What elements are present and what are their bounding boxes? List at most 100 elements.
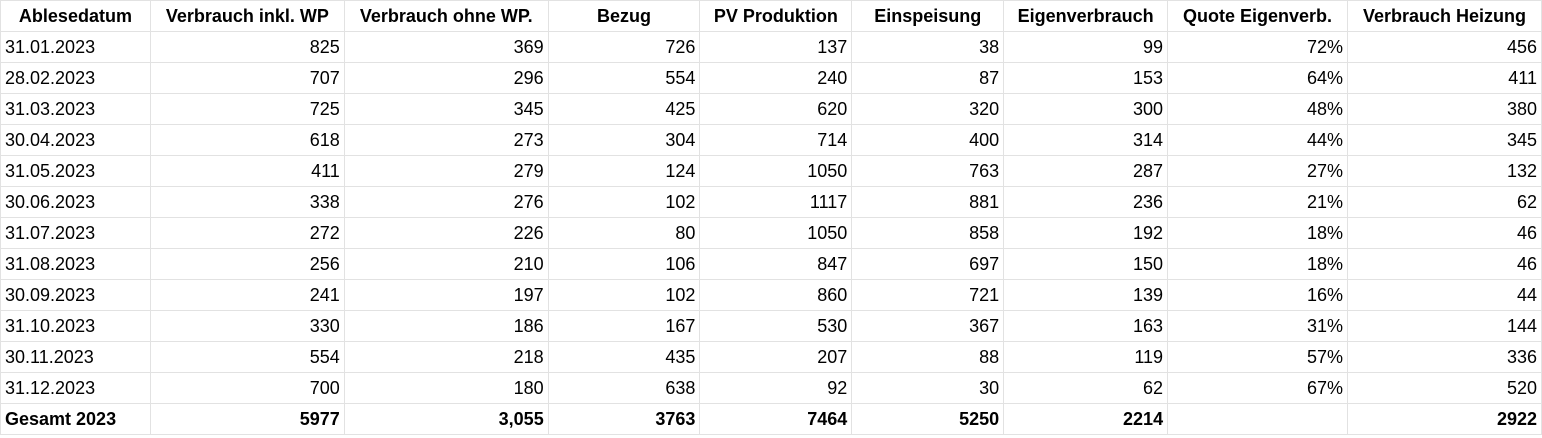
cell[interactable]: 21% [1167, 186, 1348, 218]
cell[interactable]: 87 [851, 62, 1005, 94]
total-cell[interactable]: 5250 [851, 403, 1005, 435]
header-eigenverbrauch[interactable]: Eigenverbrauch [1003, 0, 1169, 32]
total-cell[interactable]: 3,055 [343, 403, 549, 435]
cell-date[interactable]: 31.12.2023 [0, 372, 151, 404]
cell[interactable]: 240 [699, 62, 853, 94]
cell[interactable]: 144 [1346, 310, 1542, 342]
cell[interactable]: 46 [1346, 217, 1542, 249]
cell[interactable]: 304 [547, 124, 701, 156]
cell[interactable]: 425 [547, 93, 701, 125]
cell[interactable]: 314 [1003, 124, 1169, 156]
cell[interactable]: 320 [851, 93, 1005, 125]
cell[interactable]: 763 [851, 155, 1005, 187]
cell[interactable]: 638 [547, 372, 701, 404]
total-label[interactable]: Gesamt 2023 [0, 403, 151, 435]
cell[interactable]: 726 [547, 31, 701, 63]
cell[interactable]: 72% [1167, 31, 1348, 63]
cell[interactable]: 124 [547, 155, 701, 187]
total-cell[interactable] [1167, 403, 1348, 435]
header-pv-produktion[interactable]: PV Produktion [699, 0, 853, 32]
total-cell[interactable]: 3763 [547, 403, 701, 435]
cell[interactable]: 272 [149, 217, 345, 249]
cell[interactable]: 226 [343, 217, 549, 249]
cell[interactable]: 92 [699, 372, 853, 404]
cell[interactable]: 345 [343, 93, 549, 125]
cell[interactable]: 345 [1346, 124, 1542, 156]
cell[interactable]: 186 [343, 310, 549, 342]
cell[interactable]: 860 [699, 279, 853, 311]
total-cell[interactable]: 2922 [1346, 403, 1542, 435]
cell[interactable]: 411 [149, 155, 345, 187]
cell[interactable]: 336 [1346, 341, 1542, 373]
cell[interactable]: 367 [851, 310, 1005, 342]
cell[interactable]: 697 [851, 248, 1005, 280]
cell-date[interactable]: 31.10.2023 [0, 310, 151, 342]
cell[interactable]: 62 [1003, 372, 1169, 404]
cell[interactable]: 44% [1167, 124, 1348, 156]
cell[interactable]: 102 [547, 279, 701, 311]
cell[interactable]: 1050 [699, 217, 853, 249]
cell[interactable]: 192 [1003, 217, 1169, 249]
cell[interactable]: 119 [1003, 341, 1169, 373]
total-cell[interactable]: 7464 [699, 403, 853, 435]
cell[interactable]: 618 [149, 124, 345, 156]
cell[interactable]: 520 [1346, 372, 1542, 404]
header-verbrauch-heizung[interactable]: Verbrauch Heizung [1346, 0, 1542, 32]
cell[interactable]: 16% [1167, 279, 1348, 311]
cell-date[interactable]: 30.09.2023 [0, 279, 151, 311]
cell[interactable]: 881 [851, 186, 1005, 218]
cell[interactable]: 64% [1167, 62, 1348, 94]
cell-date[interactable]: 30.04.2023 [0, 124, 151, 156]
cell-date[interactable]: 31.01.2023 [0, 31, 151, 63]
cell[interactable]: 620 [699, 93, 853, 125]
cell[interactable]: 163 [1003, 310, 1169, 342]
cell[interactable]: 825 [149, 31, 345, 63]
cell[interactable]: 30 [851, 372, 1005, 404]
cell[interactable]: 256 [149, 248, 345, 280]
cell[interactable]: 725 [149, 93, 345, 125]
cell[interactable]: 27% [1167, 155, 1348, 187]
cell[interactable]: 369 [343, 31, 549, 63]
header-verbrauch-ohne-wp[interactable]: Verbrauch ohne WP. [343, 0, 549, 32]
cell[interactable]: 380 [1346, 93, 1542, 125]
cell-date[interactable]: 31.07.2023 [0, 217, 151, 249]
header-ablesedatum[interactable]: Ablesedatum [0, 0, 151, 32]
cell[interactable]: 102 [547, 186, 701, 218]
cell[interactable]: 150 [1003, 248, 1169, 280]
cell[interactable]: 88 [851, 341, 1005, 373]
cell-date[interactable]: 30.11.2023 [0, 341, 151, 373]
header-quote-eigenverb[interactable]: Quote Eigenverb. [1167, 0, 1348, 32]
cell[interactable]: 847 [699, 248, 853, 280]
cell[interactable]: 276 [343, 186, 549, 218]
total-cell[interactable]: 5977 [149, 403, 345, 435]
cell[interactable]: 279 [343, 155, 549, 187]
cell[interactable]: 456 [1346, 31, 1542, 63]
cell[interactable]: 858 [851, 217, 1005, 249]
cell[interactable]: 400 [851, 124, 1005, 156]
cell[interactable]: 38 [851, 31, 1005, 63]
cell[interactable]: 236 [1003, 186, 1169, 218]
cell[interactable]: 80 [547, 217, 701, 249]
cell[interactable]: 721 [851, 279, 1005, 311]
cell[interactable]: 132 [1346, 155, 1542, 187]
cell[interactable]: 707 [149, 62, 345, 94]
cell[interactable]: 167 [547, 310, 701, 342]
cell[interactable]: 153 [1003, 62, 1169, 94]
cell[interactable]: 218 [343, 341, 549, 373]
cell[interactable]: 18% [1167, 248, 1348, 280]
cell[interactable]: 197 [343, 279, 549, 311]
header-einspeisung[interactable]: Einspeisung [851, 0, 1005, 32]
cell[interactable]: 31% [1167, 310, 1348, 342]
cell[interactable]: 62 [1346, 186, 1542, 218]
cell[interactable]: 106 [547, 248, 701, 280]
cell[interactable]: 530 [699, 310, 853, 342]
cell[interactable]: 180 [343, 372, 549, 404]
cell[interactable]: 411 [1346, 62, 1542, 94]
cell[interactable]: 241 [149, 279, 345, 311]
total-cell[interactable]: 2214 [1003, 403, 1169, 435]
cell[interactable]: 67% [1167, 372, 1348, 404]
cell[interactable]: 44 [1346, 279, 1542, 311]
cell-date[interactable]: 30.06.2023 [0, 186, 151, 218]
cell[interactable]: 273 [343, 124, 549, 156]
cell[interactable]: 714 [699, 124, 853, 156]
